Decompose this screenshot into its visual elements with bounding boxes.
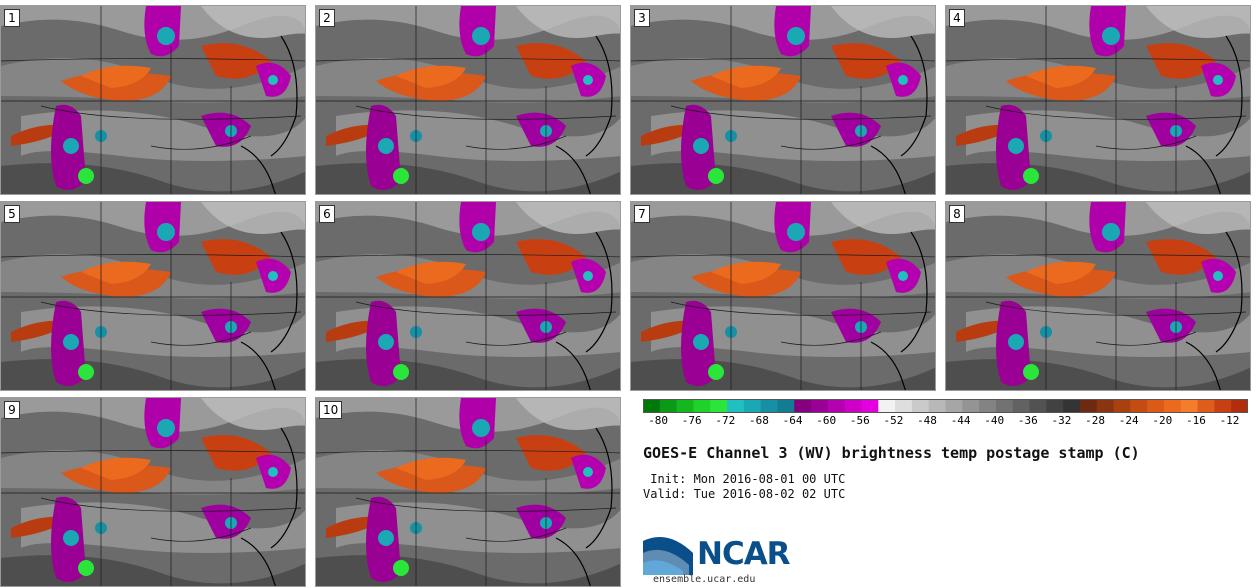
colorbar-swatch xyxy=(1079,399,1098,413)
colorbar-swatch xyxy=(861,399,879,413)
panel-number: 3 xyxy=(634,9,650,27)
logo-text: NCAR xyxy=(697,536,791,572)
panel-number: 5 xyxy=(4,205,20,223)
colorbar-tick-label: -56 xyxy=(849,414,870,427)
colorbar-swatch xyxy=(1113,399,1131,413)
colorbar-swatch xyxy=(777,399,795,413)
map-panel: 8 xyxy=(945,201,1251,391)
colorbar-tick-label: -32 xyxy=(1051,414,1072,427)
map-panel: 6 xyxy=(315,201,621,391)
colorbar-labels: -80 -76 -72 -68 -64 -60 -56 -52 -48 -44 -40 -36 -32-… xyxy=(643,414,1248,428)
map-panel: 5 xyxy=(0,201,306,391)
map-panel: 1 xyxy=(0,5,306,195)
colorbar-swatch xyxy=(760,399,778,413)
colorbar-swatch xyxy=(945,399,963,413)
water-vapor-map xyxy=(631,202,935,390)
init-time: Init: Mon 2016-08-01 00 UTC xyxy=(643,472,846,486)
colorbar-swatch xyxy=(1012,399,1031,413)
colorbar-swatch xyxy=(1180,399,1199,413)
colorbar-tick-label: -52 xyxy=(883,414,904,427)
colorbar-swatch xyxy=(1214,399,1232,413)
water-vapor-map xyxy=(316,6,620,194)
panel-number: 7 xyxy=(634,205,650,223)
panel-number: 9 xyxy=(4,401,20,419)
water-vapor-map xyxy=(946,6,1250,194)
colorbar-swatch xyxy=(962,399,980,413)
colorbar-tick-label: -48 xyxy=(917,414,937,427)
colorbar-tick-label: -40 xyxy=(984,414,1005,427)
map-panel: 3 xyxy=(630,5,936,195)
colorbar-tick-label: -20 xyxy=(1152,414,1173,427)
map-panel: 9 xyxy=(0,397,306,587)
chart-title: GOES-E Channel 3 (WV) brightness temp po… xyxy=(643,444,1140,462)
colorbar-tick-label: -16 xyxy=(1185,414,1206,427)
colorbar-swatch xyxy=(844,399,862,413)
water-vapor-map xyxy=(1,6,305,194)
map-panel: 4 xyxy=(945,5,1251,195)
colorbar-swatch xyxy=(743,399,762,413)
colorbar xyxy=(643,399,1248,413)
colorbar-tick-label: -36 xyxy=(1017,414,1038,427)
panel-number: 1 xyxy=(4,9,20,27)
colorbar-swatch xyxy=(895,399,913,413)
colorbar-swatch xyxy=(693,399,711,413)
colorbar-tick-label: -12 xyxy=(1219,414,1240,427)
colorbar-swatch xyxy=(878,399,896,413)
colorbar-swatch xyxy=(1197,399,1215,413)
colorbar-swatch xyxy=(1063,399,1081,413)
colorbar-tick-label: -60 xyxy=(816,414,837,427)
colorbar-swatch xyxy=(710,399,728,413)
colorbar-swatch xyxy=(995,399,1014,413)
panel-number: 4 xyxy=(949,9,965,27)
water-vapor-map xyxy=(1,202,305,390)
map-panel: 2 xyxy=(315,5,621,195)
colorbar-swatch xyxy=(811,399,829,413)
ncar-logo-icon xyxy=(643,537,693,575)
colorbar-swatch xyxy=(659,399,678,413)
water-vapor-map xyxy=(946,202,1250,390)
colorbar-swatch xyxy=(1096,399,1115,413)
colorbar-swatch xyxy=(911,399,930,413)
panel-number: 10 xyxy=(319,401,343,419)
colorbar-tick-label: -76 xyxy=(681,414,702,427)
site-url: ensemble.ucar.edu xyxy=(653,574,756,585)
colorbar-swatch xyxy=(676,399,694,413)
colorbar-swatch xyxy=(1130,399,1148,413)
colorbar-swatch xyxy=(794,399,812,413)
colorbar-swatch xyxy=(643,399,661,413)
water-vapor-map xyxy=(1,398,305,586)
colorbar-tick-label: -80 xyxy=(648,414,669,427)
colorbar-swatch xyxy=(1046,399,1064,413)
panel-number: 2 xyxy=(319,9,335,27)
colorbar-tick-label: -28 xyxy=(1085,414,1105,427)
colorbar-tick-label: -68 xyxy=(749,414,769,427)
colorbar-tick-label: -44 xyxy=(950,414,971,427)
valid-time: Valid: Tue 2016-08-02 02 UTC xyxy=(643,487,846,501)
colorbar-tick-label: -72 xyxy=(715,414,736,427)
colorbar-swatch xyxy=(979,399,997,413)
colorbar-swatch xyxy=(727,399,745,413)
colorbar-swatch xyxy=(928,399,946,413)
panel-number: 8 xyxy=(949,205,965,223)
colorbar-swatch xyxy=(1029,399,1047,413)
panel-number: 6 xyxy=(319,205,335,223)
colorbar-swatch xyxy=(1231,399,1248,413)
colorbar-swatch xyxy=(1147,399,1165,413)
water-vapor-map xyxy=(631,6,935,194)
water-vapor-map xyxy=(316,202,620,390)
map-panel: 7 xyxy=(630,201,936,391)
map-panel: 10 xyxy=(315,397,621,587)
colorbar-tick-label: -24 xyxy=(1118,414,1139,427)
colorbar-swatch xyxy=(1163,399,1182,413)
colorbar-tick-label: -64 xyxy=(782,414,803,427)
water-vapor-map xyxy=(316,398,620,586)
colorbar-swatch xyxy=(827,399,846,413)
